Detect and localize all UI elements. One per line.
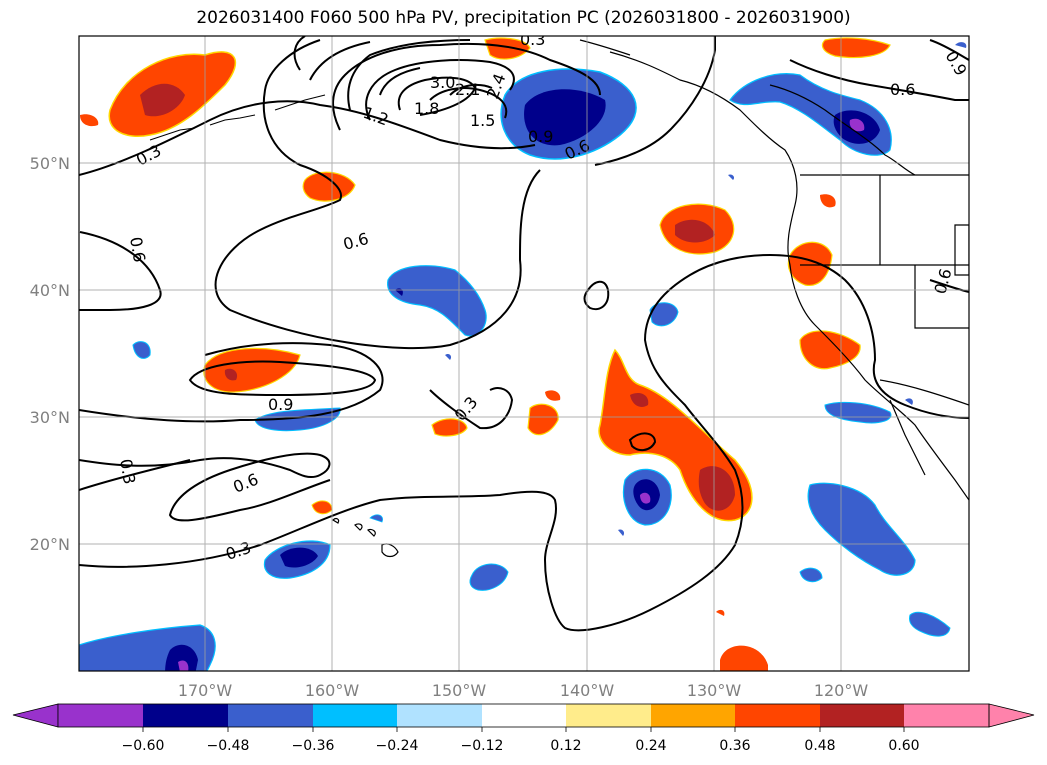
lon-label-120w: 120°W xyxy=(814,681,869,700)
colorbar-tick-label: −0.48 xyxy=(207,738,250,754)
lat-label-30n: 30°N xyxy=(30,408,70,427)
colorbar-tick-label: 0.36 xyxy=(719,738,750,754)
coastlines xyxy=(579,39,969,501)
contour-labels: 0.3 0.6 0.9 1.2 1.5 1.8 2.1 2.4 3.0 0.6 … xyxy=(116,30,971,564)
contour-label: 1.5 xyxy=(470,111,495,130)
contour-label: 1.2 xyxy=(361,103,391,130)
colorbar-segment xyxy=(313,704,397,727)
map-plot-area: 0.3 0.6 0.9 1.2 1.5 1.8 2.1 2.4 3.0 0.6 … xyxy=(79,30,971,671)
lon-label-150w: 150°W xyxy=(432,681,487,700)
contour-label: 2.1 xyxy=(455,80,480,99)
map-title: 2026031400 F060 500 hPa PV, precipitatio… xyxy=(196,8,851,28)
colorbar-segment xyxy=(397,704,482,727)
colorbar-extend-min xyxy=(12,703,59,728)
contour-label: 0.6 xyxy=(341,229,371,254)
contour-label: 0.3 xyxy=(223,538,253,564)
pv-contours xyxy=(79,36,969,632)
colorbar-segment xyxy=(735,704,820,727)
colorbar-tick-label: −0.24 xyxy=(376,738,419,754)
contour-label: 0.9 xyxy=(942,48,971,80)
colorbar-segment xyxy=(228,704,313,727)
contour-label: 0.3 xyxy=(116,457,139,485)
contour-label: 0.9 xyxy=(528,127,553,146)
precip-positive-blobs xyxy=(80,37,891,671)
contour-label: 0.6 xyxy=(230,470,261,497)
colorbar-tick-label: −0.12 xyxy=(461,738,504,754)
contour-label: 0.3 xyxy=(520,30,545,49)
map-frame xyxy=(78,35,970,672)
precip-negative-blobs xyxy=(79,42,967,671)
contour-label: 0.9 xyxy=(268,395,293,414)
colorbar-segment xyxy=(651,704,735,727)
contour-label: 0.6 xyxy=(890,80,915,99)
hawaii-islands xyxy=(332,517,399,558)
lon-label-130w: 130°W xyxy=(687,681,742,700)
colorbar-segment xyxy=(904,704,989,727)
lon-label-170w: 170°W xyxy=(178,681,233,700)
lat-label-50n: 50°N xyxy=(30,154,70,173)
contour-label: 1.8 xyxy=(414,99,439,118)
contour-label: 0.6 xyxy=(126,235,149,263)
colorbar-tick-label: 0.24 xyxy=(635,738,666,754)
colorbar-tick-label: 0.12 xyxy=(550,738,581,754)
colorbar-segment xyxy=(482,704,566,727)
lon-label-160w: 160°W xyxy=(305,681,360,700)
colorbar-tick-label: 0.48 xyxy=(804,738,835,754)
colorbar-tick-label: −0.60 xyxy=(122,738,165,754)
colorbar-extend-max xyxy=(988,703,1035,728)
lat-labels: 50°N 40°N 30°N 20°N xyxy=(30,154,70,554)
lat-label-40n: 40°N xyxy=(30,281,70,300)
colorbar-segment xyxy=(143,704,228,727)
colorbar-tick-label: −0.36 xyxy=(292,738,335,754)
lon-labels: 170°W 160°W 150°W 140°W 130°W 120°W xyxy=(178,681,869,700)
colorbar-segment xyxy=(820,704,904,727)
contour-label: 3.0 xyxy=(430,73,455,92)
colorbar: −0.60 −0.48 −0.36 −0.24 −0.12 0.12 0.24 … xyxy=(12,703,1035,754)
colorbar-segment xyxy=(566,704,651,727)
colorbar-segment xyxy=(58,704,143,727)
colorbar-tick-label: 0.60 xyxy=(888,738,919,754)
contour-label: 0.6 xyxy=(931,267,956,297)
lat-label-20n: 20°N xyxy=(30,535,70,554)
map-gridlines xyxy=(79,36,969,671)
lon-label-140w: 140°W xyxy=(560,681,615,700)
